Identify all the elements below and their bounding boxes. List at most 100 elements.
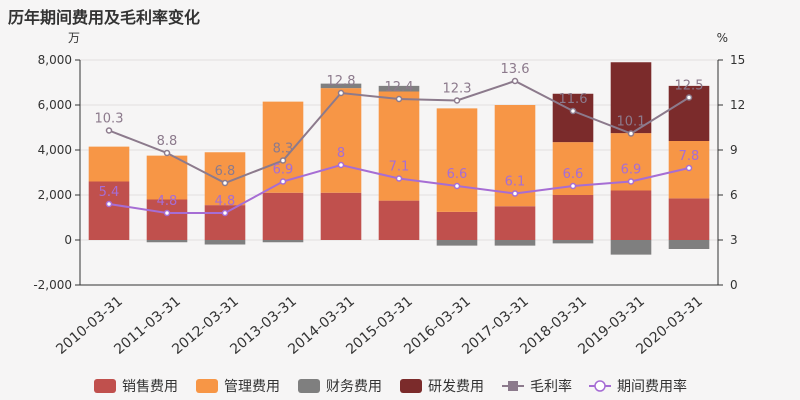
data-label: 5.4 <box>99 185 120 200</box>
bar <box>204 240 246 245</box>
line-point <box>511 77 519 85</box>
right-axis-unit: % <box>717 31 728 45</box>
bar <box>320 192 362 240</box>
data-label: 6.8 <box>215 164 236 179</box>
right-tick-label: 9 <box>730 143 738 157</box>
bar <box>88 146 130 182</box>
legend-label: 财务费用 <box>326 379 382 395</box>
line-series <box>105 77 693 217</box>
left-tick-label: 2,000 <box>38 188 72 202</box>
bar <box>378 91 420 201</box>
legend-label: 销售费用 <box>122 379 178 395</box>
data-label: 6.9 <box>621 163 642 178</box>
bar <box>320 88 362 193</box>
legend-swatch <box>400 379 422 393</box>
line-point <box>221 179 229 187</box>
line-point <box>279 157 287 164</box>
line-point <box>221 209 229 217</box>
line-point <box>163 149 171 157</box>
line-point <box>337 161 345 169</box>
data-label: 8 <box>337 146 345 161</box>
legend-swatch <box>94 379 116 393</box>
data-label: 4.8 <box>157 194 178 209</box>
bar <box>610 190 652 240</box>
bar <box>668 198 710 240</box>
line-point <box>105 200 113 208</box>
data-label: 11.6 <box>559 92 588 107</box>
legend-label: 管理费用 <box>224 379 280 395</box>
bar <box>668 240 710 249</box>
data-label: 7.1 <box>389 160 410 175</box>
legend: 销售费用 管理费用 财务费用 研发费用 毛利率 期间费用率 <box>94 378 687 395</box>
line-point <box>627 178 635 185</box>
bar <box>494 105 536 207</box>
line-point <box>685 164 693 172</box>
bar <box>262 192 304 240</box>
legend-swatch <box>196 379 218 393</box>
data-label: 7.8 <box>679 149 700 164</box>
data-labels: 10.3 8.8 6.8 8.3 12.8 12.4 12.3 13.6 11.6 10.1 12.… <box>95 62 704 209</box>
right-tick-label: 6 <box>730 188 738 202</box>
bar <box>610 240 652 255</box>
bar <box>552 195 594 240</box>
data-label: 12.5 <box>675 79 704 94</box>
data-label: 13.6 <box>501 62 530 77</box>
bar <box>88 181 130 240</box>
bar <box>436 240 478 246</box>
line-point <box>395 95 403 103</box>
left-tick-label: 4,000 <box>38 143 72 157</box>
legend-marker <box>594 380 606 392</box>
line-point <box>453 182 461 190</box>
data-label: 12.8 <box>327 74 356 89</box>
left-tick-label: 6,000 <box>38 98 72 112</box>
line-point <box>163 209 171 217</box>
bar <box>552 240 594 244</box>
legend-marker <box>508 381 518 391</box>
line-point <box>453 97 461 104</box>
data-label: 10.1 <box>617 115 646 130</box>
bar <box>320 83 362 89</box>
bar <box>378 85 420 92</box>
line-point <box>511 190 519 197</box>
left-tick-label: -2,000 <box>33 278 72 292</box>
bar <box>436 108 478 212</box>
data-label: 4.8 <box>215 194 236 209</box>
line-point <box>105 127 113 134</box>
left-tick-label: 0 <box>64 233 72 247</box>
bar <box>436 211 478 240</box>
data-label: 6.1 <box>505 175 526 190</box>
line-point <box>337 89 345 97</box>
bar <box>494 240 536 246</box>
left-axis-unit: 万 <box>68 31 80 45</box>
data-label: 6.6 <box>563 167 584 182</box>
left-tick-label: 8,000 <box>38 53 72 67</box>
bar-series <box>88 62 710 255</box>
line-point <box>395 175 403 182</box>
line-point <box>627 130 635 137</box>
legend-swatch <box>298 379 320 393</box>
bar <box>378 200 420 240</box>
right-tick-label: 15 <box>730 53 745 67</box>
right-tick-label: 12 <box>730 98 745 112</box>
data-label: 12.3 <box>443 82 472 97</box>
data-label: 8.3 <box>273 142 294 157</box>
data-label: 12.4 <box>385 80 414 95</box>
legend-label: 期间费用率 <box>617 378 687 395</box>
legend-label: 研发费用 <box>428 379 484 395</box>
line-point <box>279 178 287 185</box>
data-label: 8.8 <box>157 134 178 149</box>
bar <box>610 62 652 134</box>
data-label: 10.3 <box>95 112 124 127</box>
data-label: 6.6 <box>447 167 468 182</box>
bar <box>668 85 710 141</box>
line-point <box>685 94 693 101</box>
bar <box>262 240 304 243</box>
right-tick-label: 0 <box>730 278 738 292</box>
line-point <box>569 107 577 115</box>
bar <box>146 240 188 243</box>
right-tick-label: 3 <box>730 233 738 247</box>
bar <box>146 199 188 240</box>
chart-title: 历年期间费用及毛利率变化 <box>8 8 201 27</box>
line-point <box>569 182 577 190</box>
